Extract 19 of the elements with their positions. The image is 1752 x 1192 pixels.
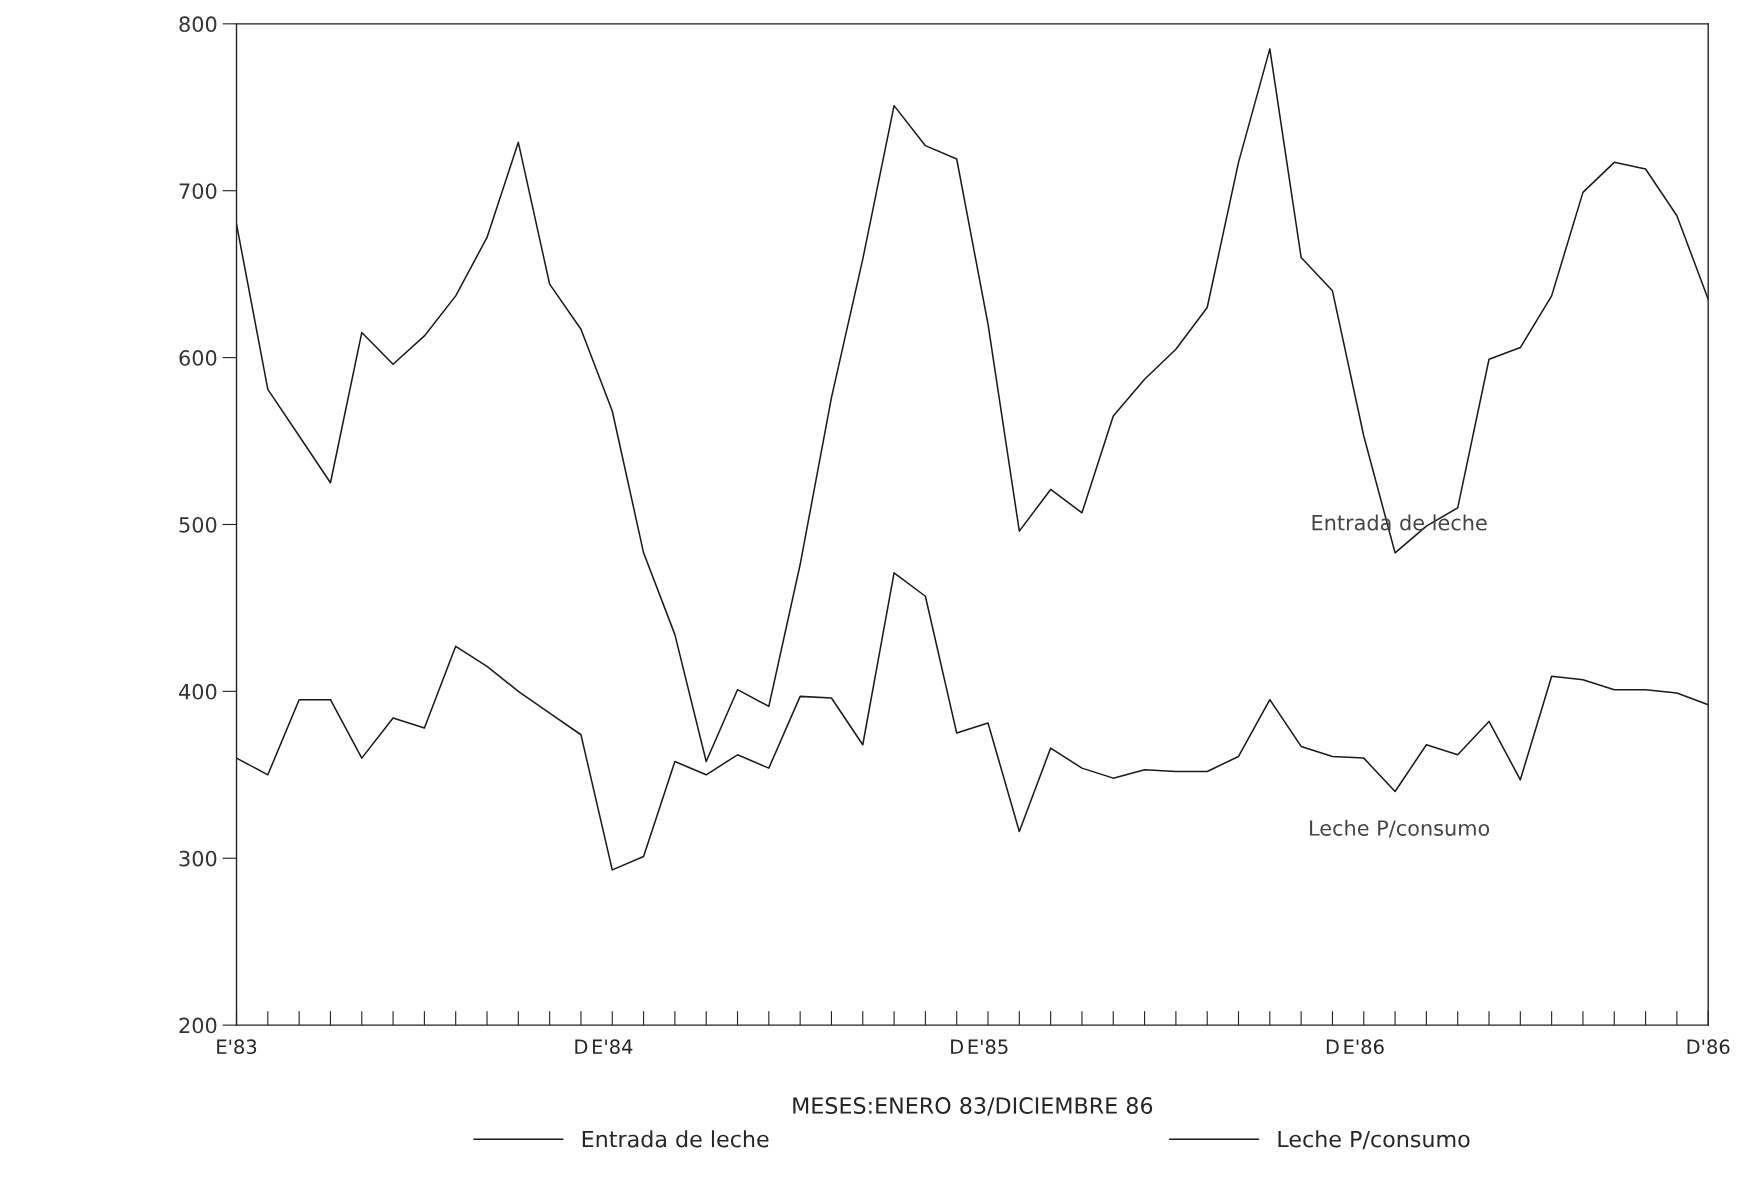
y-tick-label: 200 <box>179 1017 217 1034</box>
x-tick-label: E'85 <box>968 1039 1008 1055</box>
annotation: Leche P/consumo <box>1310 819 1490 838</box>
y-tick-label: 600 <box>179 350 217 366</box>
y-tick-label: 500 <box>179 516 217 533</box>
y-tick-label: 800 <box>179 16 217 33</box>
y-tick-label: 300 <box>179 850 217 867</box>
y-tick-label: 700 <box>179 183 217 199</box>
y-tick-label: 400 <box>179 683 217 700</box>
legend-label: Entrada de leche <box>582 1130 769 1148</box>
x-tick-label: D <box>575 1039 588 1054</box>
x-axis-title: MESES:ENERO 83/DICIEMBRE 86 <box>793 1097 1153 1116</box>
x-tick-label: E'84 <box>592 1039 633 1055</box>
x-tick-label: E'86 <box>1344 1039 1384 1055</box>
x-tick-label: D <box>1326 1039 1339 1054</box>
x-tick-label: D'86 <box>1687 1039 1730 1055</box>
x-tick-label: D <box>951 1039 964 1054</box>
legend-label: Leche P/consumo <box>1278 1130 1470 1150</box>
x-tick-label: E'83 <box>217 1039 257 1055</box>
